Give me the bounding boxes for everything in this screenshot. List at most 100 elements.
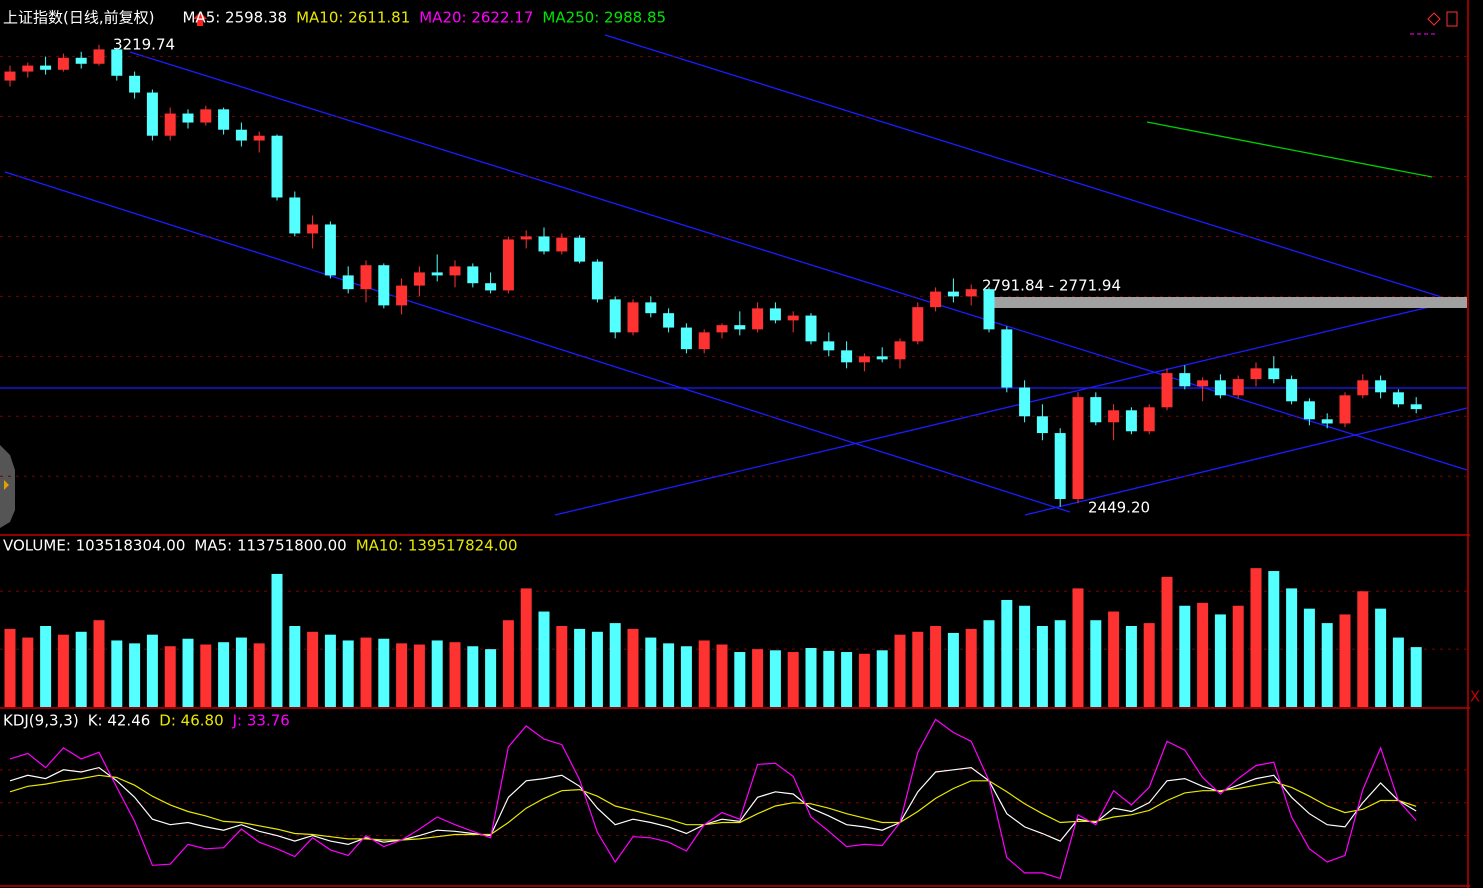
- candle-body: [200, 109, 212, 123]
- ma250-segment: [1146, 121, 1433, 178]
- volume-bar: [396, 643, 408, 707]
- indicator-label: MA250: 2988.85: [542, 9, 666, 27]
- volume-bar: [57, 634, 69, 707]
- candle-body: [146, 92, 158, 136]
- indicator-label: MA20: 2622.17: [419, 9, 533, 27]
- candle-body: [129, 75, 141, 93]
- volume-bar: [253, 643, 265, 707]
- volume-bar: [1303, 608, 1315, 707]
- candle-body: [556, 237, 568, 252]
- candle-body: [823, 341, 835, 351]
- candle-body: [716, 325, 728, 333]
- volume-bar: [787, 652, 799, 707]
- candle-body: [698, 332, 710, 350]
- icon-diamond[interactable]: [1427, 12, 1441, 26]
- candle-body: [1161, 373, 1173, 408]
- candle-body: [164, 113, 176, 136]
- volume-bar: [520, 588, 532, 707]
- volume-bar: [591, 631, 603, 707]
- volume-bar: [663, 643, 675, 707]
- volume-bar: [485, 649, 497, 707]
- volume-bar: [912, 631, 924, 707]
- icon-window[interactable]: [1446, 11, 1458, 27]
- volume-bar: [1392, 637, 1404, 707]
- candle-body: [57, 57, 69, 70]
- candle-body: [1303, 401, 1315, 420]
- candle-body: [4, 71, 16, 81]
- candle-body: [22, 65, 34, 72]
- annotation: 3219.74: [113, 36, 175, 54]
- volume-bar: [1232, 605, 1244, 707]
- candle-body: [609, 299, 621, 333]
- gap-band: [985, 297, 1467, 308]
- volume-bar: [680, 646, 692, 707]
- candle-body: [1339, 395, 1351, 424]
- candle-body: [734, 325, 746, 330]
- candle-body: [520, 236, 532, 240]
- candle-body: [912, 307, 924, 342]
- indicator-label: J: 33.76: [232, 712, 290, 730]
- candle-body: [1179, 373, 1191, 387]
- volume-bar: [413, 644, 425, 707]
- candle-body: [360, 265, 372, 290]
- volume-bar: [146, 634, 158, 707]
- candle-body: [769, 308, 781, 321]
- candle-body: [1019, 387, 1031, 417]
- candle-body: [1143, 407, 1155, 432]
- volume-bar: [4, 628, 16, 707]
- volume-bar: [645, 637, 657, 707]
- candle-body: [467, 266, 479, 284]
- trend-line: [554, 297, 1468, 516]
- volume-bar: [129, 643, 141, 707]
- volume-bar: [1339, 614, 1351, 707]
- close-x[interactable]: X: [1470, 688, 1480, 706]
- annotation: 2791.84 - 2771.94: [982, 277, 1121, 295]
- volume-bar: [1286, 588, 1298, 707]
- candle-body: [1036, 416, 1048, 434]
- candle-body: [591, 261, 603, 300]
- volume-bar: [627, 628, 639, 707]
- trend-line: [1024, 407, 1468, 516]
- candle-body: [289, 197, 301, 234]
- candle-body: [876, 356, 888, 360]
- candle-body: [1375, 380, 1387, 393]
- volume-bar: [983, 620, 995, 707]
- volume-bar: [1197, 602, 1209, 707]
- candle-body: [75, 57, 87, 64]
- volume-bar: [93, 620, 105, 707]
- volume-bar: [111, 640, 123, 707]
- volume-bar: [1143, 623, 1155, 707]
- candle-body: [627, 302, 639, 333]
- candle-body: [1108, 410, 1120, 423]
- indicator-label: KDJ(9,3,3): [3, 712, 79, 730]
- volume-bar: [858, 653, 870, 707]
- candle-body: [40, 65, 52, 70]
- volume-bar: [1054, 620, 1066, 707]
- volume-bar: [378, 638, 390, 707]
- volume-bar: [449, 642, 461, 707]
- candle-body: [307, 224, 319, 234]
- volume-bar: [1375, 608, 1387, 707]
- volume-bar: [200, 644, 212, 707]
- candle-body: [947, 291, 959, 297]
- volume-bar: [40, 626, 52, 707]
- kdj-line: [9, 718, 1417, 880]
- candle-body: [752, 308, 764, 330]
- candle-body: [930, 291, 942, 308]
- volume-bar: [930, 626, 942, 707]
- volume-bar: [342, 640, 354, 707]
- candle-body: [1357, 380, 1369, 396]
- indicator-label: MA5: 2598.38: [182, 9, 287, 27]
- candle-body: [1090, 397, 1102, 423]
- candle-body: [1072, 397, 1084, 500]
- up-arrow-icon: [193, 12, 207, 26]
- volume-bar: [1161, 576, 1173, 707]
- volume-bar: [75, 631, 87, 707]
- volume-bar: [1090, 620, 1102, 707]
- volume-bar: [307, 631, 319, 707]
- candle-body: [1321, 419, 1333, 424]
- indicator-label: D: 46.80: [159, 712, 223, 730]
- candle-body: [1214, 380, 1226, 396]
- candle-body: [1392, 392, 1404, 405]
- volume-bar: [1072, 588, 1084, 707]
